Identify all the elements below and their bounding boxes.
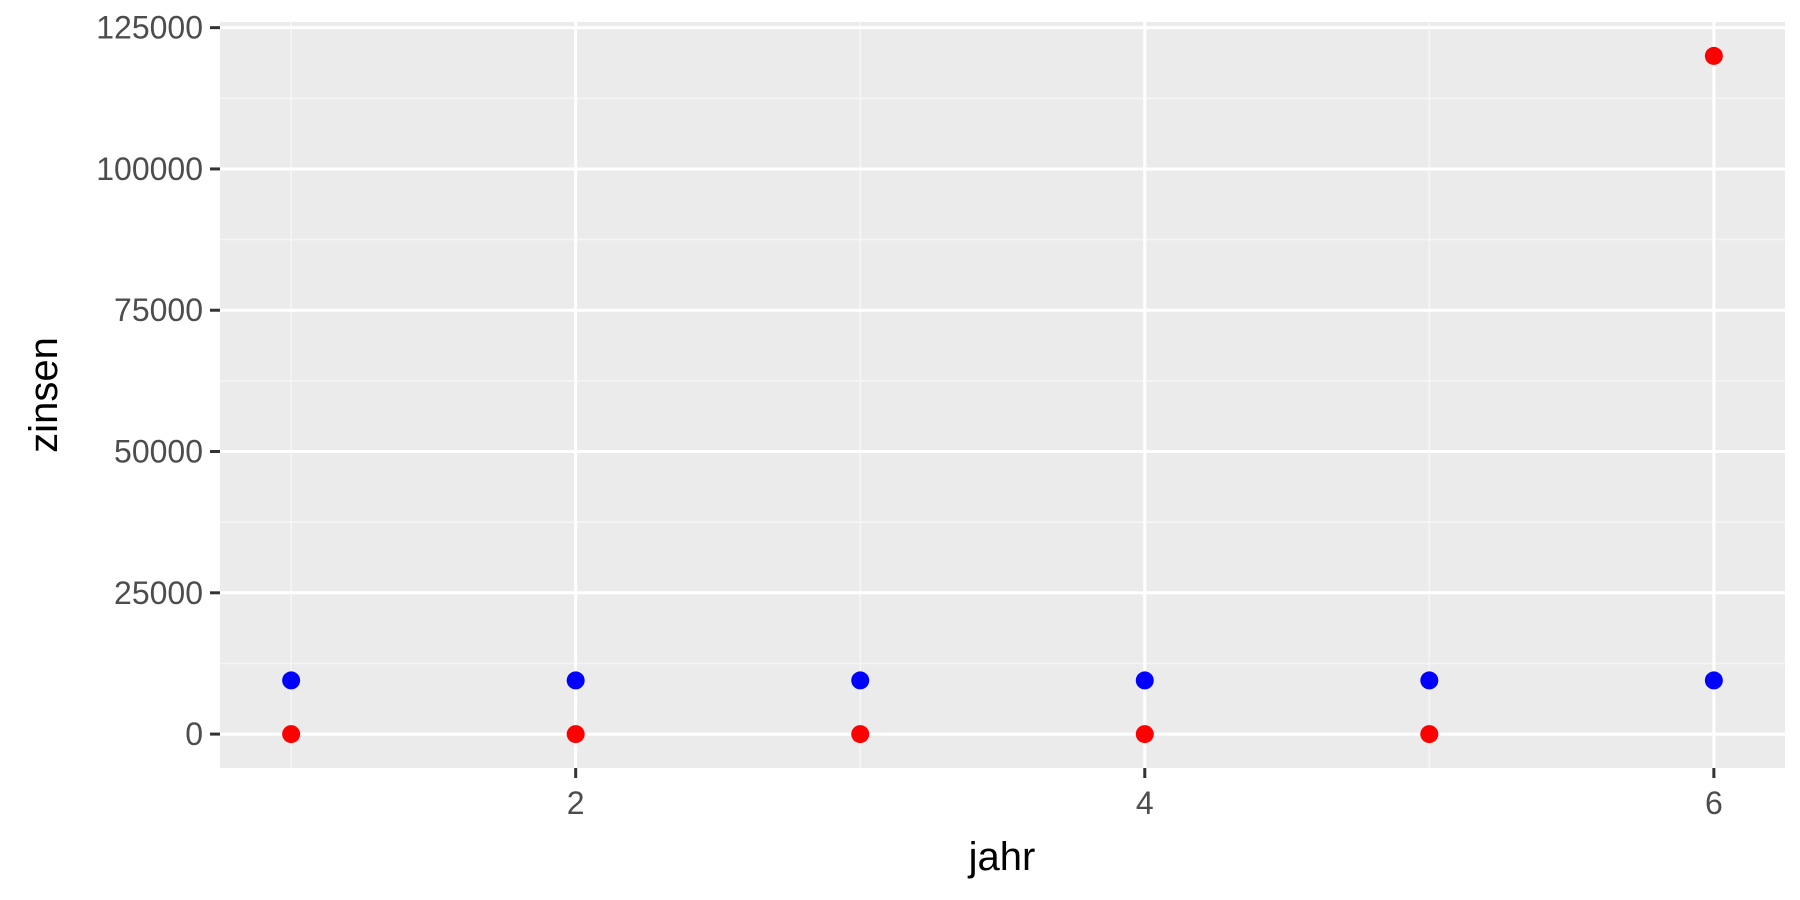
plot-panel xyxy=(220,22,1785,768)
y-tick-label: 25000 xyxy=(114,575,203,611)
y-tick-label: 125000 xyxy=(96,10,203,46)
data-point-series-2 xyxy=(1420,725,1439,744)
x-axis-title: jahr xyxy=(968,835,1036,879)
data-point-series-2 xyxy=(1135,725,1154,744)
data-points xyxy=(282,46,1723,744)
axis-ticks xyxy=(210,26,1716,778)
x-axis-tick-labels: 2 4 6 xyxy=(567,785,1723,821)
data-point-series-2 xyxy=(851,725,870,744)
y-tick-label: 75000 xyxy=(114,292,203,328)
data-point-series-1 xyxy=(282,671,301,690)
y-tick-label: 50000 xyxy=(114,434,203,470)
minor-gridlines xyxy=(220,22,1785,768)
data-point-series-1 xyxy=(1135,671,1154,690)
y-tick-label: 100000 xyxy=(96,151,203,187)
data-point-series-1 xyxy=(1704,671,1723,690)
x-tick-label: 2 xyxy=(567,785,585,821)
major-gridlines xyxy=(220,22,1785,768)
data-point-series-2 xyxy=(566,725,585,744)
y-tick-label: 0 xyxy=(185,716,203,752)
data-point-series-1 xyxy=(566,671,585,690)
y-axis-tick-labels: 0 25000 50000 75000 100000 125000 xyxy=(96,10,203,752)
x-tick-label: 4 xyxy=(1136,785,1154,821)
x-tick-label: 6 xyxy=(1705,785,1723,821)
y-axis-title: zinsen xyxy=(22,337,66,453)
data-point-series-2 xyxy=(282,725,301,744)
data-point-series-1 xyxy=(1420,671,1439,690)
data-point-series-2 xyxy=(1704,46,1723,65)
data-point-series-1 xyxy=(851,671,870,690)
